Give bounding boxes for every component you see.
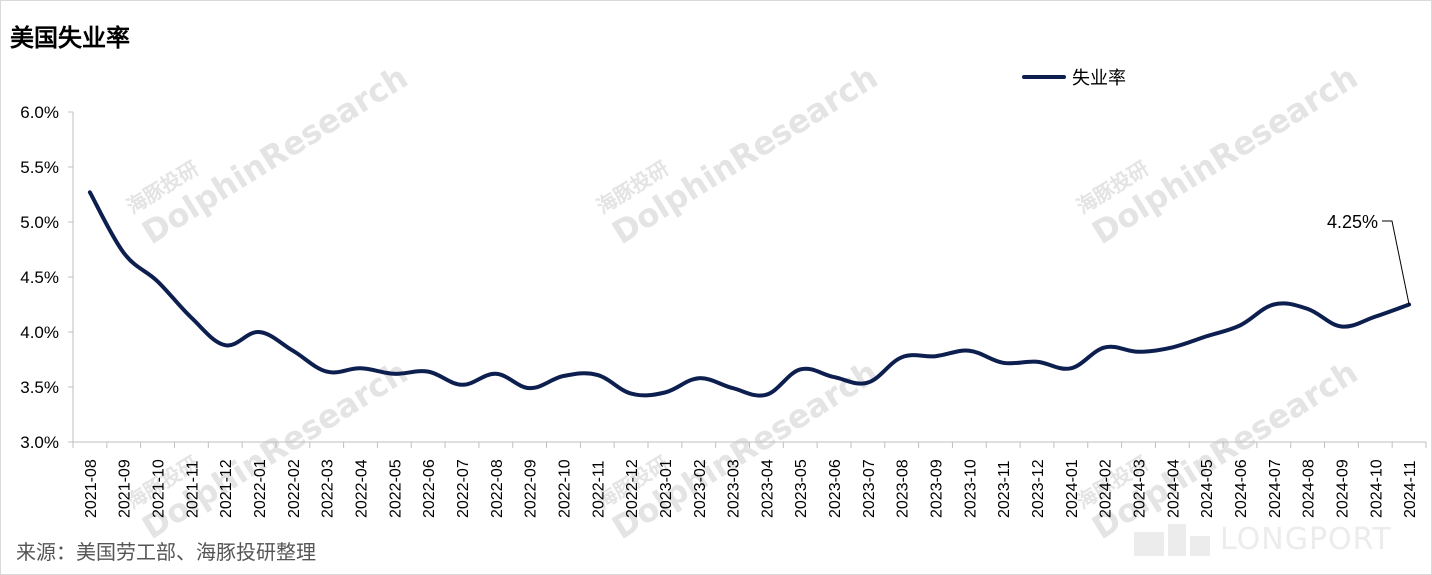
longport-wordmark: LONGPORT bbox=[1220, 522, 1392, 557]
source-note: 来源：美国劳工部、海豚投研整理 bbox=[16, 540, 316, 564]
series-line-unemployment bbox=[87, 190, 1412, 398]
x-tick-label: 2023-07 bbox=[861, 459, 878, 518]
longport-watermark: LONGPORT bbox=[1134, 522, 1392, 557]
legend-swatch bbox=[1022, 75, 1066, 79]
x-tick-label: 2023-01 bbox=[658, 459, 675, 518]
x-tick-label: 2022-10 bbox=[556, 459, 573, 518]
x-tick-label: 2023-06 bbox=[827, 459, 844, 518]
annotation-label: 4.25% bbox=[1327, 212, 1378, 232]
y-tick-label: 3.0% bbox=[20, 433, 59, 452]
x-tick-label: 2023-04 bbox=[759, 459, 776, 518]
x-tick-label: 2021-11 bbox=[184, 460, 201, 518]
x-tick-label: 2022-09 bbox=[523, 459, 540, 518]
x-tick-label: 2022-11 bbox=[590, 460, 607, 518]
x-tick-label: 2021-12 bbox=[218, 459, 235, 518]
x-tick-label: 2024-05 bbox=[1199, 459, 1216, 518]
x-tick-label: 2022-04 bbox=[354, 459, 371, 518]
x-tick-label: 2023-08 bbox=[895, 459, 912, 518]
x-tick-label: 2022-03 bbox=[320, 459, 337, 518]
x-tick-label: 2021-10 bbox=[151, 459, 168, 518]
x-tick-label: 2024-04 bbox=[1165, 459, 1182, 518]
x-tick-label: 2024-06 bbox=[1233, 459, 1250, 518]
x-tick-label: 2023-10 bbox=[962, 459, 979, 518]
y-tick-label: 5.5% bbox=[20, 158, 59, 177]
x-tick-label: 2023-12 bbox=[1030, 459, 1047, 518]
chart-title: 美国失业率 bbox=[10, 24, 130, 52]
y-tick-label: 6.0% bbox=[20, 103, 59, 122]
x-tick-label: 2022-07 bbox=[455, 459, 472, 518]
x-tick-label: 2024-02 bbox=[1098, 459, 1115, 518]
x-tick-label: 2022-02 bbox=[286, 459, 303, 518]
x-tick-label: 2023-03 bbox=[726, 459, 743, 518]
x-tick-label: 2022-01 bbox=[252, 459, 269, 518]
legend-label: 失业率 bbox=[1072, 68, 1126, 89]
x-tick-label: 2022-06 bbox=[421, 459, 438, 518]
x-tick-label: 2021-08 bbox=[83, 459, 100, 518]
x-tick-label: 2022-08 bbox=[489, 459, 506, 518]
legend: 失业率 bbox=[1022, 64, 1126, 90]
y-tick-label: 4.5% bbox=[20, 268, 59, 287]
x-tick-label: 2024-07 bbox=[1267, 459, 1284, 518]
x-tick-label: 2024-09 bbox=[1334, 459, 1351, 518]
x-tick-label: 2023-09 bbox=[929, 459, 946, 518]
x-tick-label: 2024-10 bbox=[1368, 459, 1385, 518]
x-tick-label: 2022-12 bbox=[624, 459, 641, 518]
x-tick-label: 2024-08 bbox=[1301, 459, 1318, 518]
y-tick-label: 3.5% bbox=[20, 378, 59, 397]
x-tick-label: 2024-03 bbox=[1131, 459, 1148, 518]
x-tick-label: 2021-09 bbox=[117, 459, 134, 518]
y-tick-label: 5.0% bbox=[20, 213, 59, 232]
x-tick-label: 2022-05 bbox=[387, 459, 404, 518]
annotation-leader bbox=[1382, 220, 1410, 305]
x-tick-label: 2023-11 bbox=[996, 460, 1013, 518]
y-tick-label: 4.0% bbox=[20, 323, 59, 342]
longport-logo-icon bbox=[1134, 523, 1210, 556]
x-tick-label: 2023-02 bbox=[692, 459, 709, 518]
x-tick-label: 2024-01 bbox=[1064, 459, 1081, 518]
x-tick-label: 2023-05 bbox=[793, 459, 810, 518]
x-tick-label: 2024-11 bbox=[1402, 460, 1419, 518]
